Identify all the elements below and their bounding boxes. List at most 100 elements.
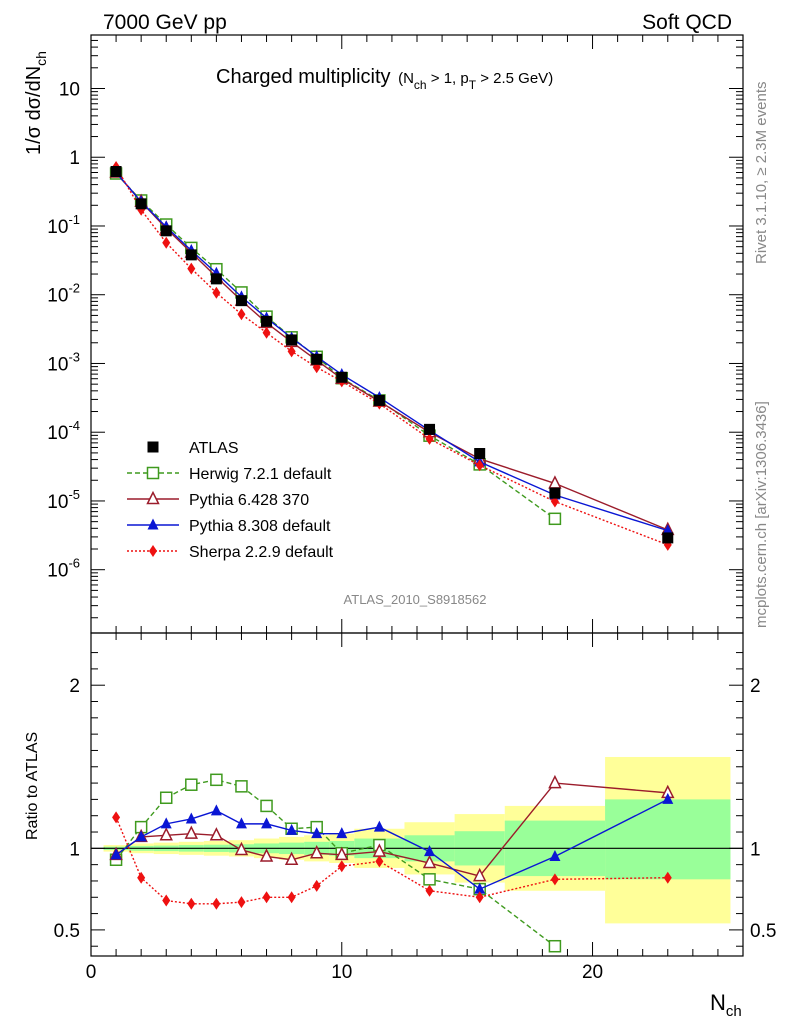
- legend: ATLAS Herwig 7.2.1 default Pythia 6.428 37…: [127, 440, 334, 561]
- ratio-sherpa-point: [375, 855, 384, 868]
- atlas-data-point: [286, 334, 298, 346]
- atlas-data-point: [336, 371, 348, 383]
- ratio-pythia8-point: [662, 792, 674, 804]
- ratio-y-tick-label-left: 2: [69, 676, 80, 697]
- sherpa-point: [262, 326, 271, 339]
- x-axis-title: Nch: [710, 990, 742, 1020]
- source-label: mcplots.cern.ch [arXiv:1306.3436]: [753, 401, 770, 628]
- legend-marker-sherpa: [149, 545, 157, 557]
- chart-title-main: Charged multiplicity: [216, 66, 391, 88]
- ratio-pythia6-point: [209, 827, 224, 841]
- legend-marker-pythia8: [147, 518, 159, 530]
- ratio-herwig-point: [260, 799, 273, 813]
- atlas-data-point: [235, 295, 247, 307]
- upper-y-tick-label: 10-3: [47, 349, 80, 375]
- ratio-sherpa-point: [663, 871, 672, 884]
- chart-title-cuts: (N: [398, 70, 414, 87]
- ratio-pythia8-point: [235, 817, 247, 829]
- upper-y-tick-label: 10-5: [47, 487, 80, 513]
- legend-label-pythia8: Pythia 8.308 default: [189, 518, 331, 535]
- ratio-sherpa-point: [112, 811, 121, 824]
- ratio-y-axis-title: Ratio to ATLAS: [24, 732, 41, 840]
- sherpa-point: [287, 345, 296, 358]
- ratio-pythia6-point: [259, 848, 274, 862]
- ratio-pythia6-point: [335, 846, 349, 861]
- legend-label-sherpa: Sherpa 2.2.9 default: [189, 544, 334, 561]
- upper-panel: 10-6 10-5 10-4 10-3 10-2 10-1 1 10: [47, 34, 744, 634]
- ratio-pythia6-point: [548, 774, 562, 789]
- ratio-sherpa-point: [187, 897, 196, 910]
- ratio-sherpa-point: [312, 879, 321, 892]
- ratio-pythia6-point: [234, 841, 249, 856]
- sherpa-point: [475, 459, 484, 472]
- ratio-y-tick-label-left: 0.5: [54, 921, 80, 942]
- ratio-band-inner: [605, 799, 731, 880]
- legend-label-pythia6: Pythia 6.428 370: [189, 492, 309, 509]
- atlas-data-point: [549, 487, 561, 499]
- sherpa-point: [187, 262, 196, 275]
- ratio-pythia8-point: [210, 804, 222, 816]
- chart-title: Charged multiplicity (Nch > 1, pT > 2.5 …: [216, 66, 553, 92]
- ratio-pythia6-point: [284, 851, 299, 866]
- atlas-data-point: [210, 273, 222, 285]
- ratio-sherpa-point: [162, 894, 171, 907]
- analysis-watermark: ATLAS_2010_S8918562: [344, 592, 487, 607]
- ratio-sherpa-point: [137, 871, 146, 884]
- sherpa-point: [162, 236, 171, 249]
- ratio-pythia6-point: [422, 854, 437, 869]
- ratio-pythia8-point: [424, 845, 436, 857]
- legend-label-herwig: Herwig 7.2.1 default: [189, 466, 332, 483]
- atlas-data-point: [474, 448, 486, 460]
- ratio-pythia8-point: [373, 820, 385, 832]
- ratio-sherpa-point: [475, 891, 484, 904]
- ratio-y-tick-label-right: 1: [750, 839, 761, 860]
- x-tick-label: 20: [582, 962, 603, 983]
- ratio-sherpa-point: [550, 873, 559, 886]
- legend-marker-data: [147, 441, 159, 453]
- ratio-pythia8-point: [311, 827, 323, 839]
- ratio-herwig-point: [210, 773, 223, 787]
- ratio-pythia8-point: [474, 882, 486, 894]
- upper-y-tick-label: 10-4: [47, 418, 80, 444]
- ratio-pythia8-point: [336, 827, 348, 839]
- ratio-sherpa-point: [212, 897, 221, 910]
- ratio-herwig-point: [423, 873, 436, 886]
- ratio-pythia8-point: [286, 823, 298, 835]
- upper-y-tick-label: 10-6: [47, 556, 80, 582]
- legend-marker-herwig: [146, 466, 160, 480]
- upper-y-tick-label: 10-2: [47, 281, 80, 307]
- ratio-y-tick-label-left: 1: [69, 839, 80, 860]
- ratio-herwig-point: [185, 778, 198, 791]
- atlas-data-point: [373, 394, 385, 406]
- atlas-data-point: [311, 353, 323, 365]
- ratio-sherpa-point: [287, 891, 296, 904]
- rivet-version-label: Rivet 3.1.10, ≥ 2.3M events: [753, 82, 770, 265]
- atlas-data-point: [160, 225, 172, 237]
- x-tick-label: 10: [331, 962, 352, 983]
- atlas-data-point: [261, 315, 273, 327]
- ratio-sherpa-point: [262, 891, 271, 904]
- atlas-data-point: [135, 198, 147, 210]
- ratio-pythia8-point: [261, 817, 273, 829]
- upper-y-tick-label: 1: [69, 148, 80, 169]
- ratio-pythia6-point: [309, 845, 324, 859]
- category-label: Soft QCD: [642, 11, 732, 34]
- legend-marker-pythia6: [146, 490, 160, 505]
- ratio-sherpa-point: [425, 884, 434, 897]
- sherpa-point: [212, 286, 221, 299]
- upper-y-axis-title: 1/σ dσ/dNch: [23, 51, 49, 155]
- sherpa-line: [115, 166, 669, 546]
- ratio-pythia6-point: [184, 825, 199, 839]
- atlas-data-point: [185, 249, 197, 261]
- ratio-pythia8-point: [110, 848, 122, 860]
- ratio-herwig-point: [235, 780, 248, 793]
- x-tick-label: 0: [86, 962, 97, 983]
- atlas-data-point: [424, 423, 436, 435]
- sherpa-point: [237, 308, 246, 321]
- ratio-pythia8-point: [185, 812, 197, 824]
- pythia8-point: [662, 524, 674, 536]
- upper-y-tick-label: 10-1: [47, 212, 80, 238]
- ratio-herwig-point: [159, 791, 173, 805]
- ratio-pythia6-point: [472, 867, 487, 882]
